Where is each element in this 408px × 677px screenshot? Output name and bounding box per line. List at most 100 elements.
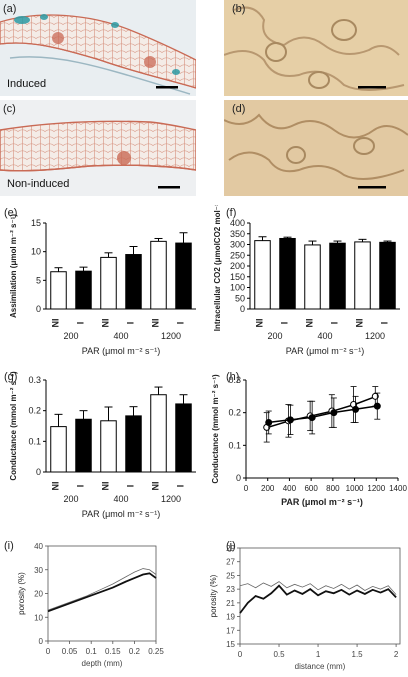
- panel-label-f: (f): [226, 207, 237, 219]
- x-tick-label: 0.1: [86, 647, 98, 656]
- data-point: [286, 416, 294, 424]
- bar: [175, 242, 192, 310]
- category-label: I: [76, 485, 86, 488]
- x-tick-label: 0.25: [148, 647, 164, 656]
- y-tick-label: 100: [230, 283, 245, 293]
- panel-label-j: (j): [226, 540, 236, 552]
- category-label: NI: [151, 482, 161, 491]
- micrograph-noninduced-cross-section: [0, 100, 196, 196]
- y-tick-label: 29: [226, 544, 235, 553]
- category-label: NI: [51, 482, 61, 491]
- x-axis-label: PAR (μmol m⁻² s⁻¹): [82, 509, 161, 519]
- x-tick-label: 0.15: [105, 647, 121, 656]
- group-label: 400: [317, 331, 332, 341]
- category-label: I: [280, 322, 290, 325]
- x-axis-label: distance (mm): [295, 662, 346, 671]
- x-tick-label: 0: [238, 650, 243, 659]
- data-point: [330, 409, 338, 417]
- y-tick-label: 0.2: [228, 408, 241, 418]
- x-tick-label: 1200: [367, 484, 385, 493]
- group-label: 400: [113, 494, 128, 504]
- bar: [100, 420, 117, 473]
- bar: [100, 256, 117, 310]
- bar: [125, 415, 142, 473]
- bar: [50, 271, 67, 310]
- y-tick-label: 200: [230, 261, 245, 271]
- y-tick-label: 0: [39, 637, 44, 646]
- x-tick-label: 1: [316, 650, 321, 659]
- y-tick-label: 250: [230, 250, 245, 260]
- panel-label-b: (b): [232, 3, 246, 15]
- y-axis-label: porosity (%): [209, 574, 218, 617]
- bar: [150, 240, 167, 310]
- bar: [125, 254, 142, 310]
- x-axis-label: PAR (μmol m⁻² s⁻¹): [286, 346, 365, 356]
- y-tick-label: 10: [34, 613, 43, 622]
- series-line: [267, 405, 377, 424]
- x-axis-label: PAR (μmol m⁻² s⁻¹): [82, 346, 161, 356]
- category-label: I: [176, 322, 186, 325]
- x-tick-label: 800: [326, 484, 340, 493]
- y-tick-label: 20: [34, 590, 43, 599]
- y-axis-label: Intracellular CO2 (μmolCO2 mol⁻¹): [213, 205, 222, 331]
- category-label: NI: [101, 319, 111, 328]
- panel-label-g: (g): [4, 371, 18, 383]
- series-line: [239, 584, 397, 614]
- micrograph-induced-epidermis: [224, 0, 408, 96]
- bar: [254, 240, 271, 310]
- induced-caption: Induced: [7, 78, 47, 90]
- y-tick-label: 25: [226, 571, 235, 580]
- y-tick-label: 0.3: [228, 375, 241, 385]
- group-label: 200: [267, 331, 282, 341]
- x-tick-label: 0: [46, 647, 51, 656]
- x-tick-label: 200: [261, 484, 275, 493]
- category-label: I: [176, 485, 186, 488]
- category-label: NI: [101, 482, 111, 491]
- micrograph-induced-cross-section: [0, 0, 196, 96]
- group-label: 400: [113, 331, 128, 341]
- y-tick-label: 50: [235, 293, 245, 303]
- x-tick-label: 1000: [346, 484, 364, 493]
- panel-label-i: (i): [4, 540, 14, 552]
- y-tick-label: 300: [230, 240, 245, 250]
- category-label: NI: [51, 319, 61, 328]
- bar: [304, 244, 321, 310]
- micrograph-noninduced-epidermis: [224, 100, 408, 196]
- y-axis-label: Conductance (mmol m⁻² s⁻¹): [211, 374, 220, 484]
- chart-porosity-distance: 15 17 19 21 23 25 27 29 0 0.5 1 1.5 2 distance (mm) po…: [209, 544, 401, 671]
- y-tick-label: 150: [230, 272, 245, 282]
- bar: [50, 426, 67, 473]
- series-line: [239, 581, 397, 595]
- bar: [354, 241, 371, 310]
- data-point: [352, 405, 360, 413]
- category-label: I: [126, 485, 136, 488]
- plot-frame: [239, 547, 401, 645]
- y-tick-label: 21: [226, 599, 235, 608]
- data-point: [265, 418, 273, 426]
- series-line: [47, 568, 157, 611]
- bar: [150, 394, 167, 473]
- induced-tissue-image: [0, 0, 196, 96]
- panel-label-a: (a): [3, 3, 17, 15]
- series-line: [47, 572, 157, 613]
- y-tick-label: 15: [31, 218, 41, 228]
- bar: [329, 242, 346, 310]
- x-tick-label: 1.5: [352, 650, 364, 659]
- y-tick-label: 5: [36, 275, 41, 285]
- category-label: I: [76, 322, 86, 325]
- x-tick-label: 600: [304, 484, 318, 493]
- bar: [75, 418, 92, 473]
- y-tick-label: 400: [230, 218, 245, 228]
- data-point: [308, 414, 316, 422]
- bar: [279, 237, 296, 310]
- y-tick-label: 0.2: [28, 406, 41, 416]
- category-label: NI: [305, 319, 315, 328]
- y-tick-label: 0: [236, 473, 241, 483]
- panel-label-h: (h): [226, 371, 240, 383]
- group-label: 1200: [161, 494, 181, 504]
- data-point: [373, 402, 381, 410]
- noninduced-caption: Non-induced: [7, 178, 70, 190]
- y-tick-label: 0: [240, 304, 245, 314]
